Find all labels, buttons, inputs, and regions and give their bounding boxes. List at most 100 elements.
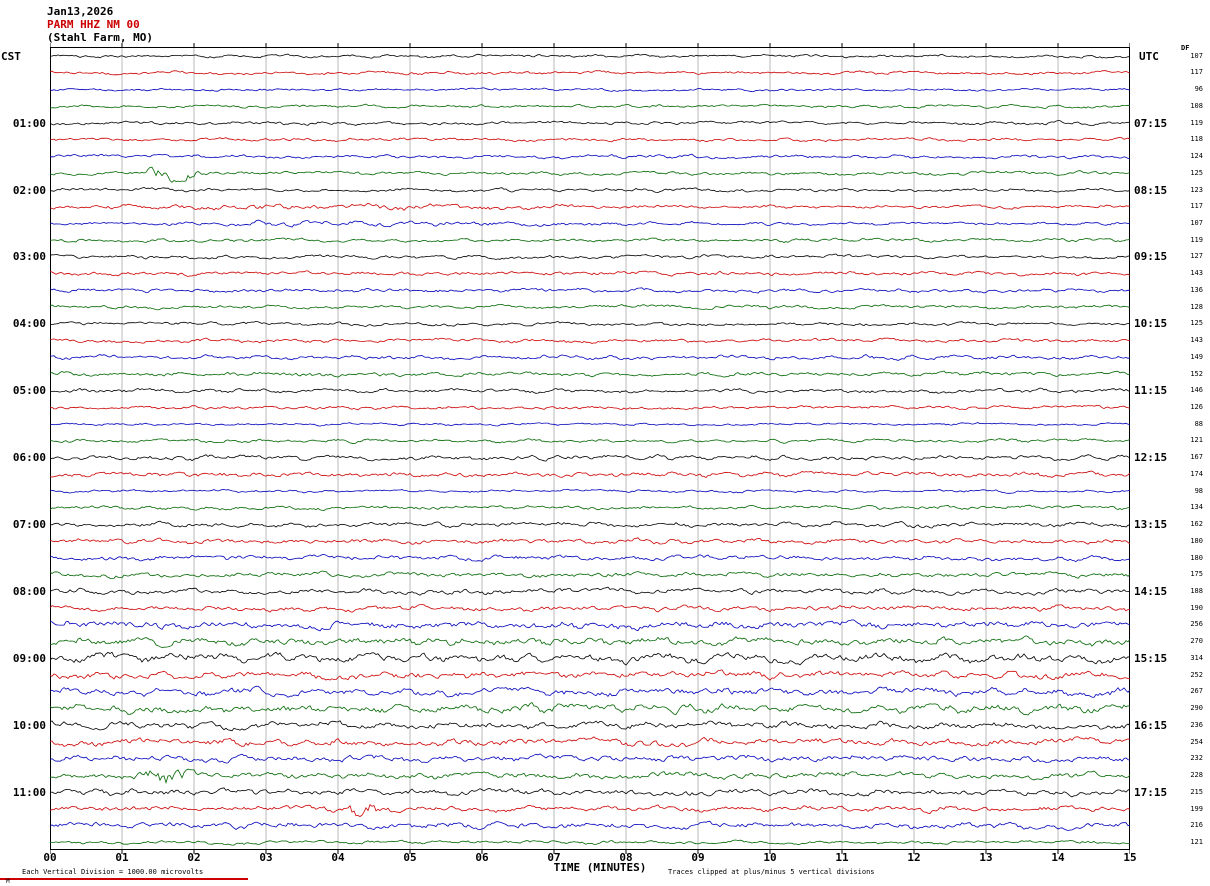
trace-row-43: [50, 768, 1130, 784]
gain-value: 119: [1190, 118, 1203, 127]
x-tick-label: 00: [43, 851, 57, 864]
right-time-label: 08:15: [1134, 183, 1168, 197]
right-time-label: 07:15: [1134, 116, 1168, 130]
x-tick-label: 06: [475, 851, 489, 864]
x-tick-label: 15: [1123, 851, 1137, 864]
trace-row-9: [50, 202, 1130, 211]
trace-row-5: [50, 136, 1130, 143]
trace-row-32: [50, 586, 1130, 596]
x-tick-label: 09: [691, 851, 705, 864]
right-time-label: 14:15: [1134, 585, 1168, 599]
trace-row-16: [50, 320, 1130, 327]
right-time-label: 09:15: [1134, 250, 1168, 264]
trace-row-26: [50, 488, 1130, 494]
left-time-label: 10:00: [12, 718, 46, 732]
gain-value: 175: [1190, 570, 1203, 579]
trace-row-8: [50, 186, 1130, 194]
gain-column-header: DF: [1181, 44, 1190, 52]
gain-value: 180: [1190, 536, 1203, 545]
trace-row-40: [50, 720, 1130, 732]
x-tick-label: 12: [907, 851, 921, 864]
x-tick-label: 08: [619, 851, 633, 864]
trace-row-22: [50, 422, 1130, 427]
trace-group: [50, 53, 1130, 846]
trace-row-4: [50, 120, 1130, 126]
gain-value: 125: [1190, 319, 1203, 328]
gain-value: 199: [1190, 804, 1203, 813]
gain-value: 190: [1190, 603, 1203, 612]
trace-row-7: [50, 166, 1130, 183]
left-time-label: 03:00: [12, 250, 46, 264]
gain-value: 180: [1190, 553, 1203, 562]
gain-value: 136: [1190, 285, 1203, 294]
trace-row-28: [50, 520, 1130, 529]
x-axis-title: TIME (MINUTES): [553, 861, 647, 874]
gain-value: 267: [1190, 687, 1203, 696]
trace-row-31: [50, 570, 1130, 579]
trace-row-11: [50, 237, 1130, 243]
left-time-label: 08:00: [12, 585, 46, 599]
title-date: Jan13,2026: [47, 5, 114, 18]
trace-row-13: [50, 270, 1130, 277]
x-tick-label: 02: [187, 851, 201, 864]
gain-value: 96: [1194, 85, 1203, 94]
gain-value: 254: [1190, 737, 1203, 746]
trace-row-6: [50, 153, 1130, 160]
left-axis-header: CST: [1, 50, 21, 63]
gain-value: 124: [1190, 152, 1203, 161]
trace-row-30: [50, 554, 1130, 563]
gain-value: 123: [1190, 185, 1203, 194]
x-tick-label: 05: [403, 851, 417, 864]
gain-value: 236: [1190, 720, 1203, 729]
footer-clip-note: Traces clipped at plus/minus 5 vertical …: [668, 868, 875, 876]
grid-lines: [50, 43, 1130, 854]
gain-value: 117: [1190, 68, 1203, 77]
trace-row-27: [50, 504, 1130, 512]
x-tick-label: 10: [763, 851, 777, 864]
gain-value: 146: [1190, 386, 1203, 395]
trace-row-10: [50, 219, 1130, 228]
left-time-label: 04:00: [12, 317, 46, 331]
right-time-label: 15:15: [1134, 651, 1168, 665]
gain-value: 290: [1190, 704, 1203, 713]
gain-value: 108: [1190, 101, 1203, 110]
trace-row-47: [50, 839, 1130, 846]
gain-value: 118: [1190, 135, 1203, 144]
title-station: PARM HHZ NM 00: [47, 18, 140, 31]
right-time-label: 13:15: [1134, 518, 1168, 532]
trace-row-42: [50, 753, 1130, 764]
gain-value: 216: [1190, 821, 1203, 830]
trace-row-25: [50, 470, 1130, 479]
gain-value: 143: [1190, 336, 1203, 345]
trace-row-34: [50, 619, 1130, 632]
trace-row-36: [50, 651, 1130, 666]
gain-value: 107: [1190, 51, 1203, 60]
right-axis-header: UTC: [1139, 50, 1159, 63]
x-tick-label: 01: [115, 851, 129, 864]
seismogram-plot: [50, 43, 1130, 854]
right-time-label: 11:15: [1134, 384, 1168, 398]
gain-value: 121: [1190, 837, 1203, 846]
gain-value: 125: [1190, 168, 1203, 177]
trace-row-17: [50, 337, 1130, 344]
trace-row-33: [50, 604, 1130, 613]
trace-row-20: [50, 387, 1130, 394]
title-block: Jan13,2026 PARM HHZ NM 00 (Stahl Farm, M…: [47, 5, 153, 44]
trace-row-12: [50, 253, 1130, 260]
gain-value: 228: [1190, 771, 1203, 780]
x-tick-label: 03: [259, 851, 273, 864]
trace-row-45: [50, 804, 1130, 817]
gain-value: 143: [1190, 269, 1203, 278]
trace-row-21: [50, 405, 1130, 411]
footer-red-bar: [0, 878, 248, 880]
gain-value: 167: [1190, 453, 1203, 462]
trace-row-46: [50, 820, 1130, 831]
trace-row-23: [50, 438, 1130, 445]
left-time-label: 05:00: [12, 384, 46, 398]
trace-row-15: [50, 303, 1130, 311]
gain-value: 162: [1190, 520, 1203, 529]
gain-value: 256: [1190, 620, 1203, 629]
gain-value: 128: [1190, 302, 1203, 311]
trace-row-0: [50, 53, 1130, 59]
